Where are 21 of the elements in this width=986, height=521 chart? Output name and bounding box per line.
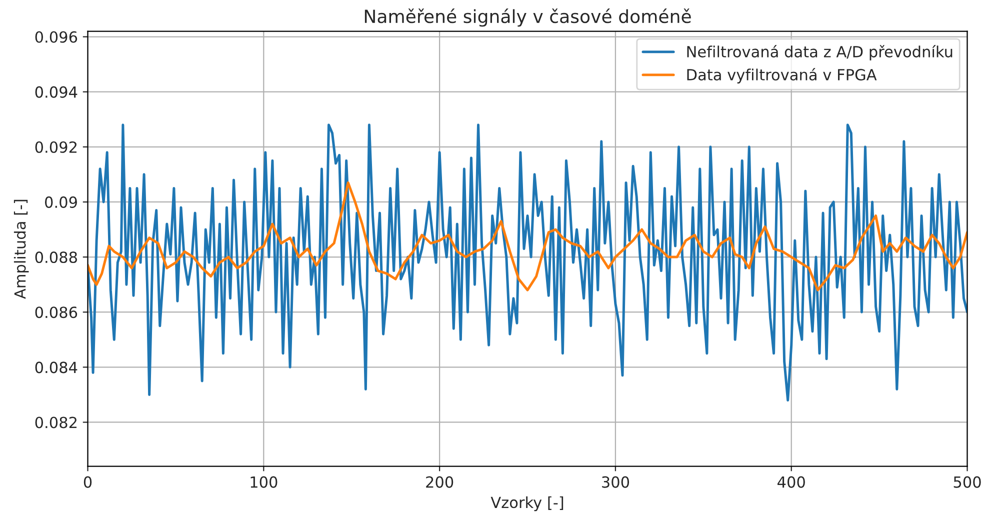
y-tick-label: 0.094 xyxy=(35,86,78,98)
x-tick-label: 0 xyxy=(84,476,92,488)
legend-label: Nefiltrovaná data z A/D převodníku xyxy=(687,45,952,60)
x-axis-title: Vzorky [-] xyxy=(490,496,564,512)
x-tick-label: 400 xyxy=(778,476,805,488)
x-tick-label: 500 xyxy=(954,476,981,488)
y-tick-label: 0.082 xyxy=(35,416,76,428)
chart-title: Naměřené signály v časové doméně xyxy=(364,8,691,27)
y-tick-label: 0.09 xyxy=(45,196,77,208)
y-tick-label: 0.088 xyxy=(35,252,77,264)
y-tick-label: 0.084 xyxy=(35,362,78,374)
line-series xyxy=(88,124,968,402)
line-series xyxy=(88,181,968,292)
legend-label: Data vyfiltrovaná v FPGA xyxy=(687,68,877,84)
x-tick-label: 200 xyxy=(426,476,454,488)
y-tick-label: 0.092 xyxy=(35,141,76,153)
x-tick-label: 300 xyxy=(602,476,630,488)
y-tick-label: 0.086 xyxy=(35,306,78,318)
x-tick-label: 100 xyxy=(250,476,278,488)
y-tick-label: 0.096 xyxy=(35,31,78,43)
y-axis-title: Amplituda [-] xyxy=(14,200,29,299)
